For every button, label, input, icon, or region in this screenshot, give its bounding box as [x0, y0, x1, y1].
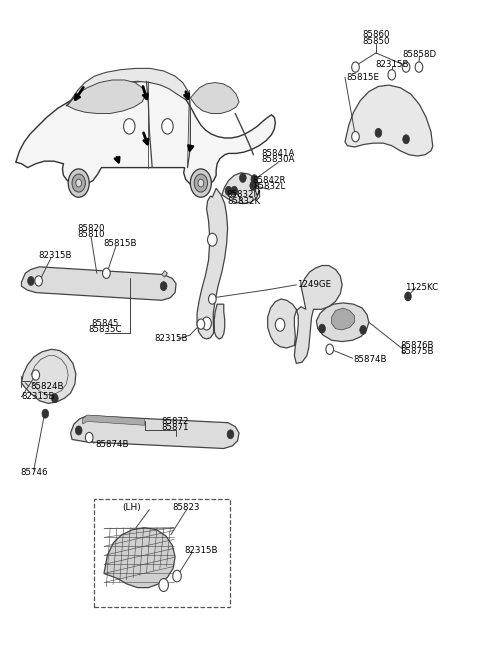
Circle shape [405, 292, 411, 301]
Circle shape [85, 432, 93, 443]
Circle shape [276, 318, 285, 331]
Text: 1125KC: 1125KC [405, 283, 438, 292]
Circle shape [28, 276, 34, 285]
Circle shape [388, 70, 396, 80]
Circle shape [240, 173, 246, 182]
Text: 85832M: 85832M [226, 190, 261, 199]
Text: 82315B: 82315B [184, 546, 217, 554]
Circle shape [159, 578, 168, 591]
Text: (LH): (LH) [122, 503, 141, 512]
Text: 85842R: 85842R [253, 176, 287, 185]
Text: 85830A: 85830A [262, 155, 295, 164]
Circle shape [162, 118, 173, 134]
Polygon shape [16, 82, 276, 187]
Circle shape [42, 409, 48, 418]
Text: 85832K: 85832K [227, 197, 260, 206]
Text: 85850: 85850 [362, 38, 390, 47]
Circle shape [51, 394, 58, 402]
Text: 85823: 85823 [173, 503, 200, 512]
Circle shape [231, 186, 238, 195]
Text: 82315B: 82315B [375, 60, 408, 69]
Polygon shape [222, 173, 259, 204]
Text: 82315B: 82315B [22, 393, 55, 401]
Text: 85860: 85860 [362, 30, 390, 39]
Circle shape [194, 174, 207, 192]
Circle shape [32, 370, 39, 380]
Polygon shape [104, 528, 175, 587]
Circle shape [415, 62, 423, 72]
Circle shape [160, 580, 167, 589]
Circle shape [160, 281, 167, 291]
Text: 85874B: 85874B [354, 355, 387, 364]
Circle shape [352, 131, 360, 142]
Circle shape [35, 276, 42, 286]
Circle shape [197, 319, 204, 329]
Polygon shape [22, 349, 76, 403]
Circle shape [352, 132, 359, 141]
Text: 82315B: 82315B [154, 334, 188, 344]
Circle shape [360, 325, 366, 334]
Circle shape [207, 234, 217, 247]
Circle shape [250, 181, 257, 190]
Circle shape [75, 426, 82, 435]
Circle shape [208, 294, 216, 304]
Text: 85872: 85872 [162, 417, 189, 426]
Text: 85824B: 85824B [30, 382, 63, 391]
Polygon shape [162, 270, 168, 277]
Polygon shape [67, 80, 145, 113]
Circle shape [319, 324, 325, 333]
Circle shape [375, 128, 382, 137]
Circle shape [227, 430, 234, 439]
Text: 85815B: 85815B [103, 239, 136, 248]
Circle shape [326, 344, 334, 355]
Circle shape [202, 317, 211, 330]
Text: 85841A: 85841A [262, 149, 295, 158]
Circle shape [402, 62, 410, 72]
Circle shape [225, 186, 232, 195]
Polygon shape [268, 265, 342, 364]
Circle shape [76, 179, 82, 187]
Circle shape [250, 181, 257, 190]
Circle shape [33, 371, 39, 380]
Circle shape [191, 169, 211, 197]
Polygon shape [345, 85, 433, 156]
Text: 85876B: 85876B [401, 341, 434, 350]
Text: 82315B: 82315B [38, 250, 72, 259]
Circle shape [403, 135, 409, 144]
Text: 85810: 85810 [77, 230, 105, 239]
Circle shape [198, 179, 204, 187]
Text: 85820: 85820 [77, 224, 105, 233]
Polygon shape [71, 415, 239, 448]
FancyBboxPatch shape [95, 499, 230, 607]
Text: 85746: 85746 [20, 468, 48, 477]
Text: 85832L: 85832L [253, 182, 286, 192]
Polygon shape [71, 69, 190, 102]
Text: 85845: 85845 [92, 319, 119, 328]
Circle shape [68, 169, 89, 197]
Circle shape [352, 62, 360, 72]
Polygon shape [22, 267, 176, 300]
Text: 85815E: 85815E [346, 73, 379, 82]
Text: 1249GE: 1249GE [297, 280, 331, 289]
Circle shape [103, 268, 110, 278]
Circle shape [173, 570, 181, 582]
Text: 85874B: 85874B [95, 440, 129, 449]
Text: 85871: 85871 [162, 423, 189, 432]
Polygon shape [191, 83, 239, 113]
Text: 85858D: 85858D [402, 50, 436, 59]
Circle shape [251, 175, 258, 184]
Circle shape [123, 118, 135, 134]
Polygon shape [197, 188, 228, 339]
Text: 85875B: 85875B [401, 347, 434, 356]
Polygon shape [83, 415, 144, 425]
Polygon shape [332, 308, 355, 330]
Circle shape [72, 174, 85, 192]
Text: 85835C: 85835C [89, 325, 122, 334]
Polygon shape [316, 303, 369, 342]
